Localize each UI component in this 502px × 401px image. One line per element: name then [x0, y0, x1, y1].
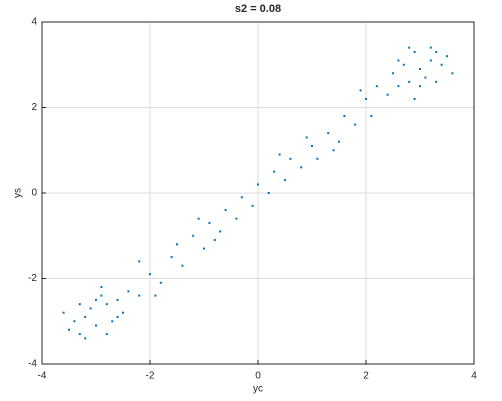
point — [386, 93, 389, 96]
point — [440, 63, 443, 66]
point — [235, 217, 238, 220]
point — [192, 234, 195, 237]
point — [359, 89, 362, 92]
point — [68, 328, 70, 331]
point — [138, 260, 141, 263]
point — [89, 307, 92, 310]
point — [419, 85, 421, 88]
point — [251, 204, 254, 207]
chart-title: s2 = 0.08 — [235, 3, 281, 15]
point — [203, 247, 205, 250]
point — [62, 311, 65, 314]
point — [451, 72, 454, 75]
point — [375, 85, 378, 88]
point — [365, 97, 367, 100]
point — [284, 179, 286, 182]
point — [95, 324, 97, 327]
point — [289, 157, 292, 160]
point — [435, 50, 438, 53]
point — [240, 196, 243, 199]
point — [95, 298, 97, 301]
point — [429, 59, 432, 62]
point — [408, 80, 411, 83]
point — [327, 132, 330, 135]
y-tick-label: -2 — [28, 273, 37, 284]
point — [413, 50, 416, 53]
point — [213, 239, 216, 242]
point — [176, 243, 178, 246]
y-axis-label: ys — [13, 188, 24, 198]
point — [397, 59, 400, 62]
point — [316, 157, 319, 160]
point — [300, 166, 303, 169]
point — [354, 123, 357, 126]
point — [170, 256, 173, 259]
x-axis-label: yc — [253, 384, 263, 395]
point — [219, 230, 222, 233]
point — [446, 55, 448, 58]
point — [116, 298, 119, 301]
point — [138, 294, 141, 297]
point — [122, 311, 124, 314]
point — [105, 333, 108, 336]
point — [273, 170, 276, 173]
point — [397, 85, 400, 88]
point — [105, 303, 108, 306]
point — [305, 136, 308, 139]
point — [100, 294, 103, 297]
point — [311, 144, 313, 147]
point — [159, 281, 162, 284]
x-tick-label: -2 — [146, 371, 155, 382]
point — [100, 286, 103, 289]
point — [197, 217, 200, 220]
point — [127, 290, 130, 293]
y-tick-label: 0 — [31, 188, 37, 199]
point — [392, 72, 394, 75]
point — [111, 320, 114, 323]
point — [149, 273, 151, 276]
point — [402, 63, 405, 66]
x-tick-label: 4 — [471, 371, 477, 382]
point — [435, 80, 438, 83]
point — [419, 68, 421, 71]
x-tick-label: 2 — [363, 371, 369, 382]
point — [78, 303, 81, 306]
point — [343, 115, 346, 118]
point — [332, 149, 335, 152]
point — [78, 333, 81, 336]
point — [154, 294, 157, 297]
point — [84, 337, 87, 340]
point — [370, 115, 373, 118]
point — [116, 315, 119, 318]
y-tick-label: 2 — [31, 102, 37, 113]
point — [257, 183, 259, 186]
x-tick-label: -4 — [38, 371, 47, 382]
point — [278, 153, 281, 156]
point — [429, 46, 432, 49]
point — [84, 315, 87, 318]
point — [424, 76, 427, 79]
x-tick-label: 0 — [255, 371, 261, 382]
y-tick-label: -4 — [28, 359, 37, 370]
point — [181, 264, 184, 267]
point — [408, 46, 411, 49]
point — [73, 320, 76, 323]
plot-frame — [41, 21, 475, 365]
y-tick-label: 4 — [31, 17, 37, 28]
point — [224, 209, 227, 212]
point — [208, 221, 211, 224]
point — [267, 192, 270, 194]
point — [413, 97, 416, 100]
point — [338, 140, 340, 143]
